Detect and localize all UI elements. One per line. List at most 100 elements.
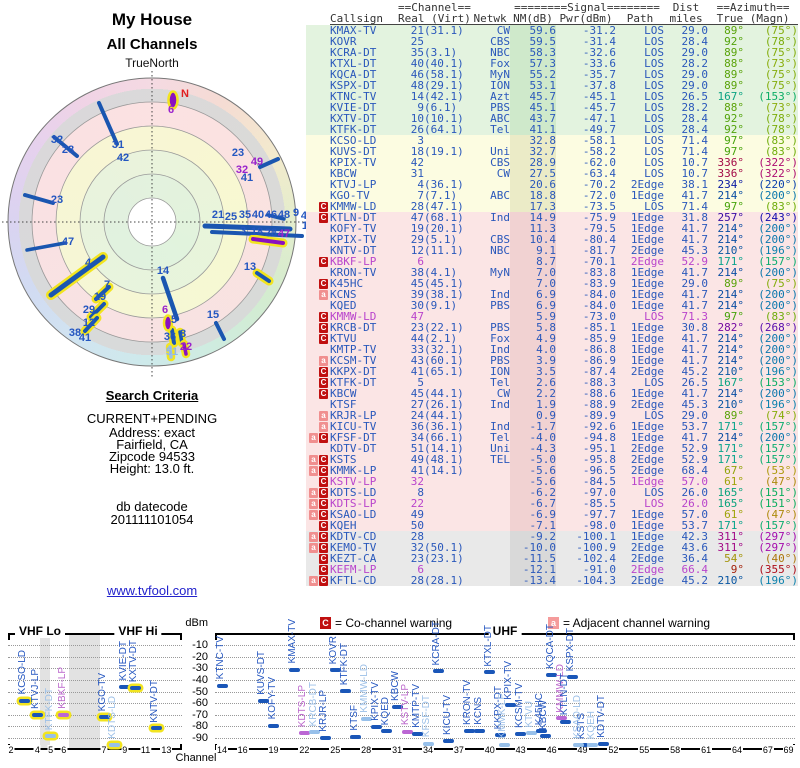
azimuth-magnetic-cell: (83°) — [744, 201, 799, 212]
power-cell: -86.9 — [556, 355, 617, 366]
power-cell: -97.7 — [556, 509, 617, 520]
real-channel-cell: 9 — [398, 102, 424, 113]
db-datecode-label: db datecode — [116, 499, 188, 514]
real-channel-cell: 4 — [398, 179, 424, 190]
azimuth-true-cell: 214° — [708, 223, 745, 234]
noise-margin-cell: -5.6 — [510, 476, 557, 487]
gridline-uhf — [215, 738, 795, 739]
panel-corner-tick — [8, 633, 10, 640]
callsign-cell: KTLN-DT — [330, 212, 398, 223]
virtual-channel-cell: (3.1) — [424, 47, 471, 58]
cochannel-warning-badge: C — [319, 575, 328, 586]
callsign-cell: KFSF-DT — [330, 432, 398, 443]
panel-corner-tick — [793, 633, 795, 640]
table-row: C KTLN-DT 47 (68.1) Ind 14.9 -75.9 1Edge 31.8 257… — [306, 212, 799, 223]
distance-cell: 45.3 — [664, 245, 709, 256]
azimuth-true-cell: 210° — [708, 245, 745, 256]
power-cell: -95.1 — [556, 443, 617, 454]
noise-margin-cell: 20.6 — [510, 179, 557, 190]
table-row: C KTFK-DT 5 Tel 2.6 -88.3 LOS 26.5 167° (153°) — [306, 377, 799, 388]
virtual-channel-cell: (9.1) — [424, 300, 471, 311]
callsign-cell: KTVU — [330, 333, 398, 344]
noise-margin-cell: 4.9 — [510, 333, 557, 344]
radar-channel-label: 41 — [241, 172, 253, 184]
noise-margin-cell: 10.4 — [510, 234, 557, 245]
callsign-cell: KGO-TV — [330, 190, 398, 201]
table-row: a C KDTS-LD 8 -6.2 -97.0 LOS 26.0 165° (151°) — [306, 487, 799, 498]
real-channel-cell: 7 — [398, 190, 424, 201]
network-cell — [470, 278, 511, 289]
noise-margin-cell: 58.3 — [510, 47, 557, 58]
network-cell: MyN — [470, 267, 511, 278]
noise-margin-cell: -7.1 — [510, 520, 557, 531]
power-cell: -73.0 — [556, 311, 617, 322]
virtual-channel-cell: (44.1) — [424, 410, 471, 421]
virtual-channel-cell — [424, 531, 471, 542]
azimuth-magnetic-cell: (73°) — [744, 58, 799, 69]
azimuth-magnetic-cell: (200°) — [744, 333, 799, 344]
distance-cell: 66.4 — [664, 564, 709, 575]
radar-spoke — [160, 275, 180, 322]
path-cell: LOS — [616, 410, 665, 421]
azimuth-true-cell: 171° — [708, 421, 745, 432]
radar-spoke — [52, 135, 79, 158]
distance-cell: 31.8 — [664, 212, 709, 223]
radar-channel-label: 28 — [62, 144, 74, 156]
vhf-top-border — [8, 633, 182, 635]
azimuth-true-cell: 210° — [708, 399, 745, 410]
virtual-channel-cell — [424, 36, 471, 47]
signal-marker-kdts-lp — [298, 730, 310, 735]
path-cell: LOS — [616, 36, 665, 47]
path-cell: LOS — [616, 69, 665, 80]
path-cell: LOS — [616, 47, 665, 58]
azimuth-group-header: ==Azimuth== — [716, 1, 790, 14]
table-row: C KEZT-CA 23 (23.1) -11.5 -102.4 2Edge 36.4 54°(… — [306, 553, 799, 564]
cochannel-warning-badge: C — [319, 476, 328, 487]
distance-cell: 57.0 — [664, 509, 709, 520]
radar-spoke — [25, 241, 67, 252]
col-miles: miles — [664, 13, 709, 25]
azimuth-magnetic-cell: (200°) — [744, 289, 799, 300]
radar-channel-label: 18 — [251, 226, 263, 238]
azimuth-magnetic-cell: (297°) — [744, 542, 799, 553]
signal-marker-kqeh — [587, 743, 599, 747]
radar-channel-label: 25 — [225, 211, 237, 223]
signal-marker-krjr-lp — [319, 735, 331, 740]
signal-marker-kdts-ld — [108, 743, 120, 747]
distance-cell: 28.4 — [664, 36, 709, 47]
virtual-channel-cell: (4.1) — [424, 267, 471, 278]
azimuth-magnetic-cell: (200°) — [744, 267, 799, 278]
azimuth-true-cell: 336° — [708, 157, 745, 168]
tvfool-link[interactable]: www.tvfool.com — [106, 583, 198, 598]
azimuth-true-cell: 165° — [708, 498, 745, 509]
power-cell: -85.5 — [556, 498, 617, 509]
network-cell — [470, 487, 511, 498]
noise-margin-cell: 3.9 — [510, 355, 557, 366]
signal-marker-ktfk-dt — [340, 689, 352, 694]
virtual-channel-cell: (20.1) — [424, 223, 471, 234]
virtual-channel-cell: (10.1) — [424, 113, 471, 124]
path-cell: LOS — [616, 102, 665, 113]
network-cell — [470, 201, 511, 212]
callsign-cell: KCSO-LD — [330, 135, 398, 146]
virtual-channel-cell: (31.1) — [424, 24, 471, 36]
db-datecode-value: 201111101054 — [110, 512, 194, 527]
virtual-channel-cell: (58.1) — [424, 69, 471, 80]
adjacent-legend: a = Adjacent channel warning — [548, 616, 710, 630]
table-row: KQCA-DT 46 (58.1) MyN 55.2 -35.7 LOS 29.0 89° (75… — [306, 69, 799, 80]
noise-margin-cell: 2.2 — [510, 388, 557, 399]
noise-margin-cell: -12.1 — [510, 564, 557, 575]
path-cell: 1Edge — [616, 278, 665, 289]
signal-label-kuvs-dt: KUVS-DT — [256, 651, 268, 696]
callsign-cell: KTSF — [330, 399, 398, 410]
vhf-channel-tick: 6 — [60, 745, 68, 755]
network-cell — [470, 179, 511, 190]
azimuth-magnetic-cell: (75°) — [744, 24, 799, 36]
table-row: C KTVU 44 (2.1) Fox 4.9 -85.9 1Edge 41.7 214° (200… — [306, 333, 799, 344]
radar-spoke — [170, 328, 176, 345]
real-channel-cell: 27 — [398, 399, 424, 410]
table-row: KVIE-DT 9 (6.1) PBS 45.1 -45.7 LOS 28.2 88° (73°) — [306, 102, 799, 113]
path-cell: 1Edge — [616, 520, 665, 531]
table-row: KGO-TV 7 (7.1) ABC 18.8 -72.0 1Edge 41.7 214° (20… — [306, 190, 799, 201]
vhf-channel-tick: 5 — [47, 745, 55, 755]
